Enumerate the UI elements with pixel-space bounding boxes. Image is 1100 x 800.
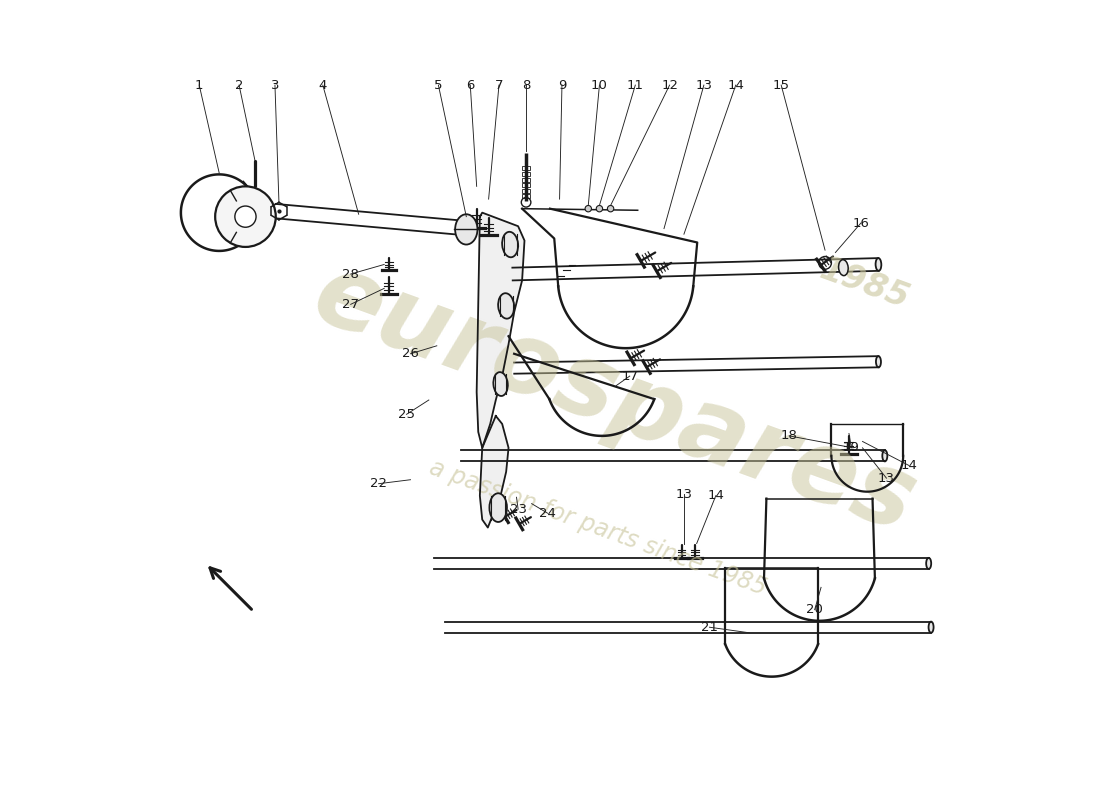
Text: 24: 24 (539, 506, 556, 520)
Ellipse shape (502, 232, 518, 258)
Text: 17: 17 (621, 370, 638, 382)
Circle shape (596, 206, 603, 212)
Ellipse shape (493, 372, 508, 396)
Text: 2: 2 (234, 78, 243, 91)
Text: 13: 13 (878, 472, 895, 485)
Text: 10: 10 (591, 78, 608, 91)
Circle shape (585, 206, 592, 212)
Bar (522, 172, 530, 176)
Text: 1: 1 (195, 78, 204, 91)
Bar (522, 178, 530, 182)
Text: 14: 14 (707, 489, 724, 502)
Text: 27: 27 (342, 298, 360, 311)
Text: 21: 21 (701, 621, 718, 634)
Ellipse shape (498, 294, 514, 318)
Text: 11: 11 (627, 78, 644, 91)
Polygon shape (480, 416, 508, 527)
Text: 5: 5 (434, 78, 442, 91)
Ellipse shape (876, 356, 881, 367)
Ellipse shape (459, 221, 465, 235)
Polygon shape (476, 213, 525, 448)
Text: 6: 6 (466, 78, 474, 91)
Text: 1985: 1985 (815, 253, 914, 316)
Text: 12: 12 (661, 78, 678, 91)
Bar (522, 183, 530, 187)
Text: eurospares: eurospares (300, 246, 927, 554)
Text: 26: 26 (402, 347, 419, 360)
Bar (522, 194, 530, 198)
Ellipse shape (490, 494, 507, 522)
Text: 14: 14 (727, 78, 745, 91)
Text: 28: 28 (342, 267, 359, 281)
Circle shape (607, 206, 614, 212)
Text: 22: 22 (370, 478, 387, 490)
Text: 7: 7 (495, 78, 503, 91)
Text: 19: 19 (843, 442, 860, 454)
Text: 14: 14 (900, 459, 917, 472)
Text: 18: 18 (781, 430, 798, 442)
Text: 3: 3 (271, 78, 279, 91)
Text: 16: 16 (852, 217, 869, 230)
Ellipse shape (838, 260, 848, 276)
Text: 9: 9 (558, 78, 566, 91)
Text: 8: 8 (521, 78, 530, 91)
Text: 23: 23 (509, 502, 527, 516)
Ellipse shape (928, 622, 934, 633)
Ellipse shape (926, 558, 932, 569)
Ellipse shape (882, 450, 888, 462)
Text: 13: 13 (675, 487, 692, 501)
Text: a passion for parts since 1985: a passion for parts since 1985 (426, 455, 770, 600)
Text: 20: 20 (806, 603, 823, 616)
Text: 15: 15 (772, 78, 790, 91)
Circle shape (235, 206, 256, 227)
Text: 13: 13 (695, 78, 713, 91)
Ellipse shape (455, 214, 477, 245)
Bar (522, 166, 530, 170)
Circle shape (216, 186, 276, 247)
Bar (522, 189, 530, 193)
Text: 4: 4 (319, 78, 327, 91)
Ellipse shape (876, 258, 881, 271)
Text: 25: 25 (398, 408, 415, 421)
